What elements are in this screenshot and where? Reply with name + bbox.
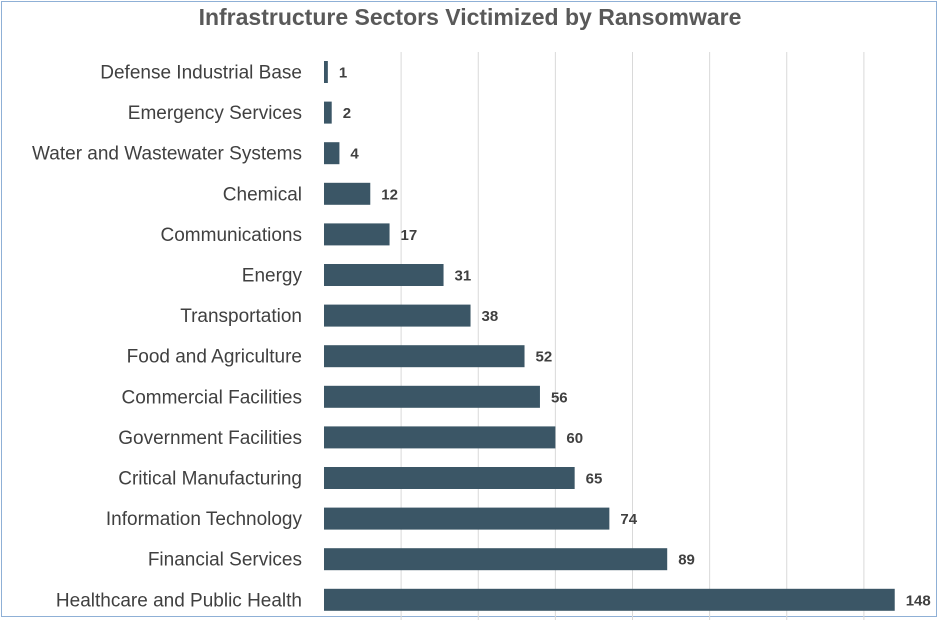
category-label: Information Technology (106, 509, 303, 530)
category-label: Chemical (223, 184, 302, 205)
category-label: Healthcare and Public Health (56, 590, 302, 611)
bar (324, 142, 340, 165)
category-label: Transportation (180, 306, 302, 327)
category-label: Communications (161, 225, 303, 246)
data-label: 1 (339, 65, 347, 82)
bar (324, 182, 371, 205)
data-label: 12 (381, 186, 398, 203)
bar (324, 426, 556, 449)
data-label: 38 (482, 308, 499, 325)
data-label: 17 (401, 227, 418, 244)
data-label: 60 (566, 430, 583, 447)
bar (324, 304, 471, 327)
data-label: 52 (536, 349, 553, 366)
data-label: 148 (906, 592, 931, 609)
bar (324, 264, 444, 286)
data-label: 4 (350, 146, 359, 163)
gridlines (400, 52, 865, 620)
category-label: Energy (242, 266, 303, 287)
category-label: Critical Manufacturing (118, 469, 302, 490)
data-label: 31 (455, 268, 472, 285)
category-label: Commercial Facilities (121, 387, 302, 408)
bar (324, 385, 540, 408)
bar (324, 548, 668, 571)
bar (324, 223, 390, 246)
category-label: Emergency Services (128, 103, 302, 124)
bar (324, 61, 328, 83)
category-labels: Defense Industrial Base Emergency Service… (32, 63, 302, 612)
category-label: Financial Services (148, 550, 302, 571)
data-label: 65 (586, 471, 603, 488)
data-label: 2 (343, 105, 351, 122)
category-label: Government Facilities (118, 428, 302, 449)
data-label: 56 (551, 389, 568, 406)
category-label: Food and Agriculture (127, 347, 302, 368)
data-label: 74 (620, 511, 637, 528)
category-label: Water and Wastewater Systems (32, 144, 302, 165)
bar (324, 101, 332, 124)
bar (324, 588, 895, 611)
chart-title: Infrastructure Sectors Victimized by Ran… (198, 4, 742, 30)
category-label: Defense Industrial Base (100, 63, 302, 84)
bars (324, 61, 895, 611)
bar (324, 345, 525, 368)
bar (324, 467, 575, 489)
bar (324, 507, 610, 530)
data-label: 89 (678, 552, 695, 569)
